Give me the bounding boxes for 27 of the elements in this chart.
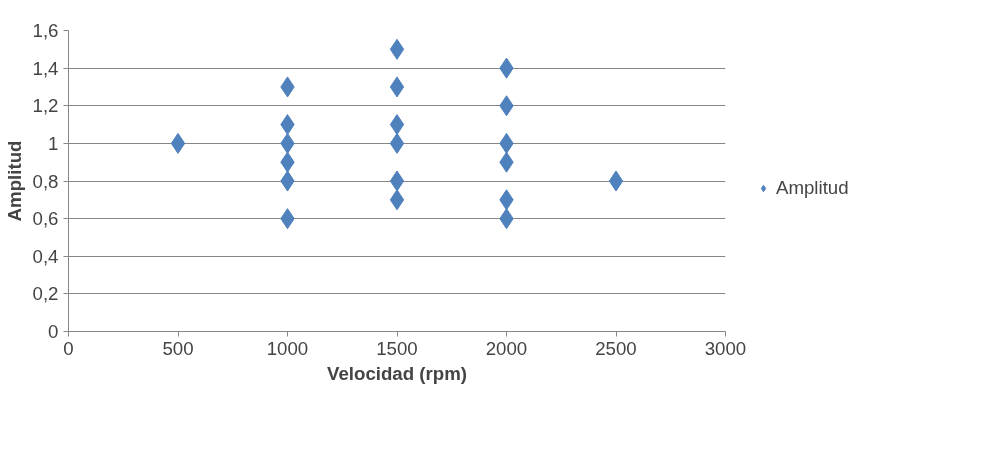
legend-label: Amplitud [776,177,849,199]
x-tick-label: 1000 [266,337,309,359]
x-tick-label: 0 [63,337,74,359]
x-tick-label: 2500 [595,337,637,359]
point [170,132,186,154]
x-tick-label: 500 [162,337,194,359]
point [389,114,405,136]
y-axis-title: Amplitud [3,140,25,222]
y-tick-label: 0,4 [32,245,59,267]
y-tick-label: 1,6 [32,20,59,41]
y-tick-label: 0,2 [32,283,59,305]
x-axis-title: Velocidad (rpm) [327,362,467,384]
point [389,170,405,192]
x-tick-label: 2000 [485,337,528,359]
x-tick-label: 1500 [376,337,418,359]
point [389,132,405,154]
y-tick-label: 1,4 [32,57,59,79]
point [389,189,405,211]
point [389,38,405,60]
y-tick-label: 1 [48,132,59,154]
y-tick-label: 0,6 [32,208,59,230]
y-tick-label: 0,8 [32,170,59,192]
y-tick-label: 1,2 [32,95,59,117]
x-tick-label: 3000 [704,337,747,359]
y-tick-label: 0 [48,321,59,342]
point [608,170,624,192]
point [389,76,405,98]
